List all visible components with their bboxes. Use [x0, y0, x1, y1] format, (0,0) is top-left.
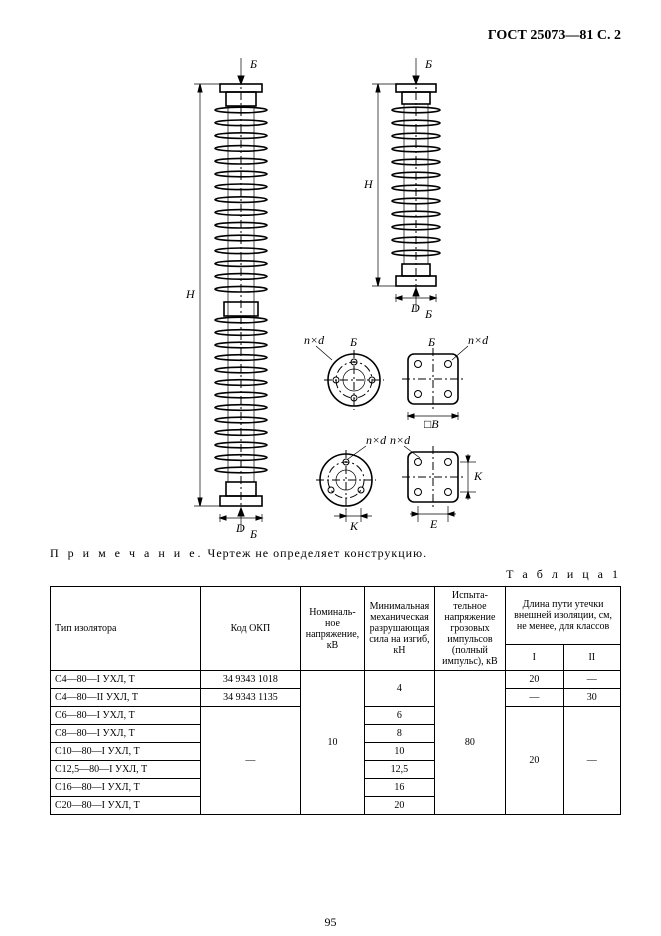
svg-text:K: K — [349, 519, 359, 533]
th-mech: Минималь­ная меха­ническая разрушаю­щая … — [365, 587, 434, 671]
cell-type: С4—80—I УХЛ, Т — [51, 671, 201, 689]
svg-text:H: H — [363, 177, 374, 191]
cell-type: С16—80—I УХЛ, Т — [51, 779, 201, 797]
svg-text:n×d: n×d — [304, 333, 325, 347]
svg-text:n×d: n×d — [366, 433, 387, 447]
cell-mech: 16 — [365, 779, 434, 797]
cell-mech: 8 — [365, 725, 434, 743]
cell-code: 34 9343 1135 — [201, 689, 301, 707]
cell-mech: 6 — [365, 707, 434, 725]
svg-text:Б: Б — [249, 527, 257, 538]
cell-type: С4—80—II УХЛ, Т — [51, 689, 201, 707]
cell-type: С12,5—80—I УХЛ, Т — [51, 761, 201, 779]
svg-text:Б: Б — [349, 335, 357, 349]
cell-code: 34 9343 1018 — [201, 671, 301, 689]
cell-code: — — [201, 707, 301, 815]
cell-type: С10—80—I УХЛ, Т — [51, 743, 201, 761]
svg-text:Б: Б — [249, 57, 257, 71]
cell-leak1: 20 — [506, 671, 563, 689]
table-row: С4—80—I УХЛ, Т 34 9343 1018 10 4 80 20 — — [51, 671, 621, 689]
svg-text:n×d: n×d — [468, 333, 489, 347]
cell-mech: 4 — [365, 671, 434, 707]
cell-mech: 20 — [365, 797, 434, 815]
cell-impulse: 80 — [434, 671, 506, 815]
th-nominal: Номиналь­ное напряже­ние, кВ — [300, 587, 364, 671]
cell-type: С20—80—I УХЛ, Т — [51, 797, 201, 815]
cell-mech: 10 — [365, 743, 434, 761]
cell-mech: 12,5 — [365, 761, 434, 779]
page-header: ГОСТ 25073—81 С. 2 — [50, 28, 621, 44]
cell-leak2: — — [563, 707, 620, 815]
th-leak-group: Длина пути утечки внешней изоляции, см, … — [506, 587, 621, 645]
svg-text:E: E — [429, 517, 438, 531]
svg-text:H: H — [185, 287, 196, 301]
insulator-table: Тип изолятора Код ОКП Номиналь­ное напря… — [50, 586, 621, 815]
drawing-note: П р и м е ч а н и е. Чертеж не определяе… — [50, 546, 621, 561]
svg-text:D: D — [410, 301, 420, 315]
cell-leak1: — — [506, 689, 563, 707]
page-number: 95 — [0, 915, 661, 930]
cell-leak2: 30 — [563, 689, 620, 707]
table-caption: Т а б л и ц а 1 — [50, 567, 621, 582]
cell-type: С6—80—I УХЛ, Т — [51, 707, 201, 725]
th-leak-1: I — [506, 644, 563, 670]
svg-text:K: K — [473, 469, 483, 483]
cell-nominal: 10 — [300, 671, 364, 815]
svg-text:Б: Б — [427, 335, 435, 349]
technical-drawing: Б D — [126, 52, 546, 538]
th-leak-2: II — [563, 644, 620, 670]
svg-text:n×d: n×d — [390, 433, 411, 447]
svg-text:Б: Б — [424, 57, 432, 71]
svg-text:Б: Б — [424, 307, 432, 321]
svg-text:D: D — [235, 521, 245, 535]
th-code: Код ОКП — [201, 587, 301, 671]
cell-leak1: 20 — [506, 707, 563, 815]
cell-leak2: — — [563, 671, 620, 689]
page: ГОСТ 25073—81 С. 2 Б — [0, 0, 661, 936]
th-type: Тип изолятора — [51, 587, 201, 671]
note-text: Чертеж не определяет конструкцию. — [208, 546, 428, 560]
cell-type: С8—80—I УХЛ, Т — [51, 725, 201, 743]
th-impulse: Испыта­тельное напряжение грозовых импул… — [434, 587, 506, 671]
note-label: П р и м е ч а н и е. — [50, 546, 204, 560]
svg-text:□B: □B — [424, 417, 439, 431]
